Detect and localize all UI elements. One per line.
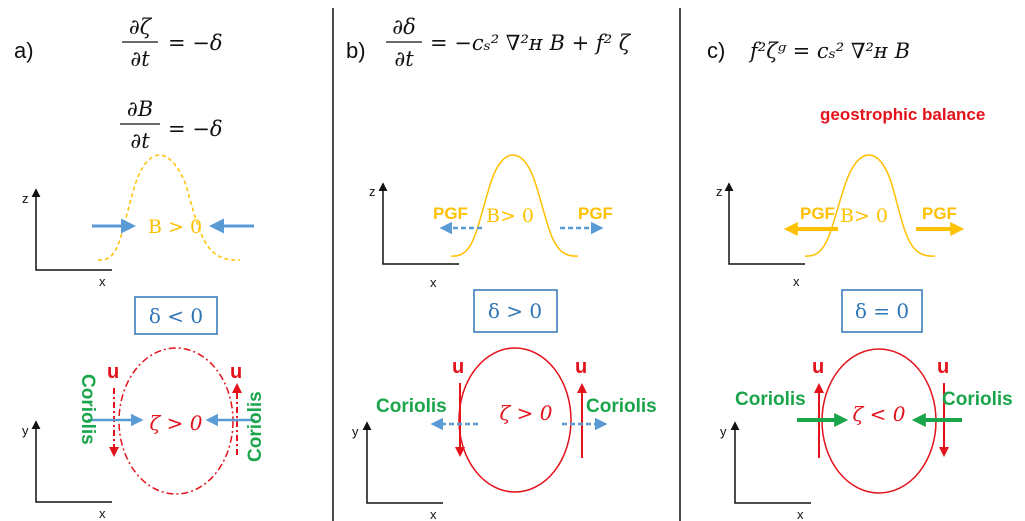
panel-b-x-label: x xyxy=(430,275,437,290)
panel-c-balance-text: geostrophic balance xyxy=(820,105,985,124)
panel-a-vorticity-label: ζ > 0 xyxy=(149,411,202,435)
panel-b-equation: ∂δ ∂t = −cₛ² ∇²ʜ B + f² ζ xyxy=(386,15,632,71)
eqb-denominator: ∂t xyxy=(394,47,414,71)
panel-c-u-label-right: u xyxy=(937,356,949,378)
panel-b-y-label: y xyxy=(352,424,359,439)
panel-c-vorticity-label: ζ < 0 xyxy=(852,402,905,426)
panel-a-x2-label: x xyxy=(99,506,106,521)
panel-b-coriolis-left: Coriolis xyxy=(376,396,447,417)
panel-a-label: a) xyxy=(14,38,34,63)
eqb-rhs: = −cₛ² ∇²ʜ B + f² ζ xyxy=(430,31,632,55)
panel-b-pgf-left: PGF xyxy=(433,204,468,223)
panel-b: b) ∂δ ∂t = −cₛ² ∇²ʜ B + f² ζ z x B> 0 PG… xyxy=(346,15,657,521)
panel-c-z-label: z xyxy=(716,184,723,199)
panel-c-pgf-left: PGF xyxy=(800,204,835,223)
panel-a-yx-axes xyxy=(31,420,112,503)
eqb-numerator: ∂δ xyxy=(392,15,416,39)
panel-a-delta-box xyxy=(134,296,218,335)
eq1-rhs: = −δ xyxy=(168,31,223,55)
eq2-denominator: ∂t xyxy=(130,129,150,153)
panel-a-y-label: y xyxy=(22,423,29,438)
panel-a-bump-label: B > 0 xyxy=(148,216,202,238)
panel-b-z-label: z xyxy=(369,184,376,199)
panel-c-label: c) xyxy=(707,38,725,63)
panel-a-u-label-left: u xyxy=(107,361,119,383)
panel-a-zx-axes xyxy=(31,188,112,271)
eq2-numerator: ∂B xyxy=(127,97,153,121)
panel-a-coriolis-left: Coriolis xyxy=(77,374,98,445)
panel-a-b-bump xyxy=(97,154,241,261)
panel-a-equation-1: ∂ζ ∂t = −δ xyxy=(122,15,223,71)
panel-a: a) ∂ζ ∂t = −δ ∂B ∂t = −δ z x B > 0 δ < 0… xyxy=(14,15,266,521)
panel-b-delta-text: δ > 0 xyxy=(488,299,542,323)
panel-c-u-label-left: u xyxy=(812,356,824,378)
panel-a-coriolis-right: Coriolis xyxy=(245,391,266,462)
panel-c-bump-label: B> 0 xyxy=(840,205,888,227)
panel-c-y-label: y xyxy=(720,424,727,439)
panel-c-zx-axes xyxy=(724,182,805,265)
panel-a-z-label: z xyxy=(22,191,29,206)
panel-a-delta-text: δ < 0 xyxy=(149,304,203,328)
panel-b-u-label-left: u xyxy=(452,356,464,378)
panel-c-coriolis-right: Coriolis xyxy=(942,389,1013,410)
panel-b-coriolis-right: Coriolis xyxy=(586,396,657,417)
panel-b-b-bump xyxy=(450,154,579,257)
panel-c-b-bump xyxy=(804,154,936,257)
panel-b-bump-label: B> 0 xyxy=(486,205,534,227)
panel-b-yx-axes xyxy=(362,421,443,504)
panel-c-pgf-right: PGF xyxy=(922,204,957,223)
eq2-rhs: = −δ xyxy=(168,117,223,141)
panel-b-u-label-right: u xyxy=(575,356,587,378)
panel-a-u-label-right: u xyxy=(230,361,242,383)
panel-c-delta-box xyxy=(841,289,923,333)
panel-b-pgf-right: PGF xyxy=(578,204,613,223)
panel-c-x2-label: x xyxy=(797,507,804,521)
panel-a-x-label: x xyxy=(99,274,106,289)
panel-c-yx-axes xyxy=(730,421,811,504)
panel-b-x2-label: x xyxy=(430,507,437,521)
panel-c: c) f²ζᵍ = cₛ² ∇²ʜ B geostrophic balance … xyxy=(707,38,1013,521)
panel-b-zx-axes xyxy=(378,182,459,265)
panel-c-equation: f²ζᵍ = cₛ² ∇²ʜ B xyxy=(748,39,910,63)
panel-b-delta-box xyxy=(473,289,558,333)
eq1-numerator: ∂ζ xyxy=(129,15,153,39)
panel-b-vorticity-label: ζ > 0 xyxy=(499,401,552,425)
panel-a-equation-2: ∂B ∂t = −δ xyxy=(120,97,223,153)
panel-c-x-label: x xyxy=(793,274,800,289)
eq1-denominator: ∂t xyxy=(130,47,150,71)
panel-b-label: b) xyxy=(346,38,366,63)
panel-c-delta-text: δ = 0 xyxy=(855,299,909,323)
panel-c-coriolis-left: Coriolis xyxy=(735,389,806,410)
